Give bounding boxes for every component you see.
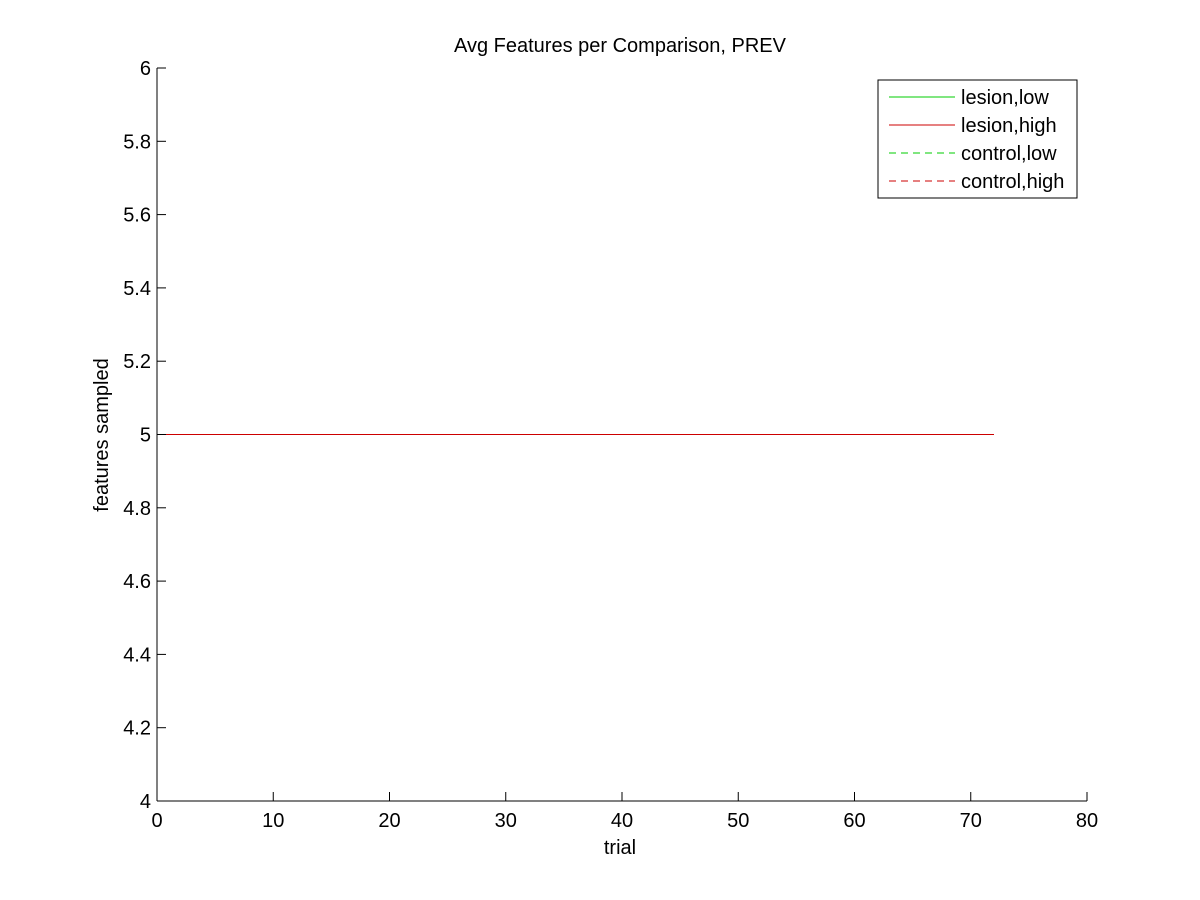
x-tick-label: 20 (378, 810, 400, 832)
legend-label: control,low (961, 143, 1057, 165)
y-tick-label: 6 (140, 58, 151, 80)
x-tick-label: 10 (262, 810, 284, 832)
x-tick-label: 0 (151, 810, 162, 832)
y-axis-title: features sampled (91, 358, 113, 511)
legend-box (877, 79, 1078, 199)
x-tick-label: 80 (1076, 810, 1098, 832)
y-tick-label: 5.2 (123, 351, 151, 373)
y-tick-label: 4.2 (123, 718, 151, 740)
y-tick-label: 5 (140, 425, 151, 447)
ticks-layer: 0 10 20 30 40 50 60 70 80 4 4.2 4.4 4.6 4.8 5 5.2 5.4 5.6… (123, 58, 1098, 832)
x-tick-label: 40 (611, 810, 633, 832)
y-tick-label: 5.8 (123, 131, 151, 153)
x-tick-label: 50 (727, 810, 749, 832)
legend-label: lesion,low (961, 87, 1049, 109)
y-tick-label: 4.6 (123, 571, 151, 593)
x-axis-title: trial (604, 837, 636, 859)
y-tick-label: 4.4 (123, 644, 151, 666)
x-tick-label: 30 (495, 810, 517, 832)
legend-label: control,high (961, 171, 1064, 193)
x-tick-label: 60 (843, 810, 865, 832)
y-tick-label: 4 (140, 791, 151, 813)
x-tick-label: 70 (960, 810, 982, 832)
y-tick-label: 4.8 (123, 498, 151, 520)
legend-label: lesion,high (961, 115, 1057, 137)
legend: lesion,low lesion,high control,low control,… (877, 79, 1078, 199)
y-tick-label: 5.6 (123, 205, 151, 227)
chart-title: Avg Features per Comparison, PREV (454, 35, 787, 57)
y-tick-label: 5.4 (123, 278, 151, 300)
